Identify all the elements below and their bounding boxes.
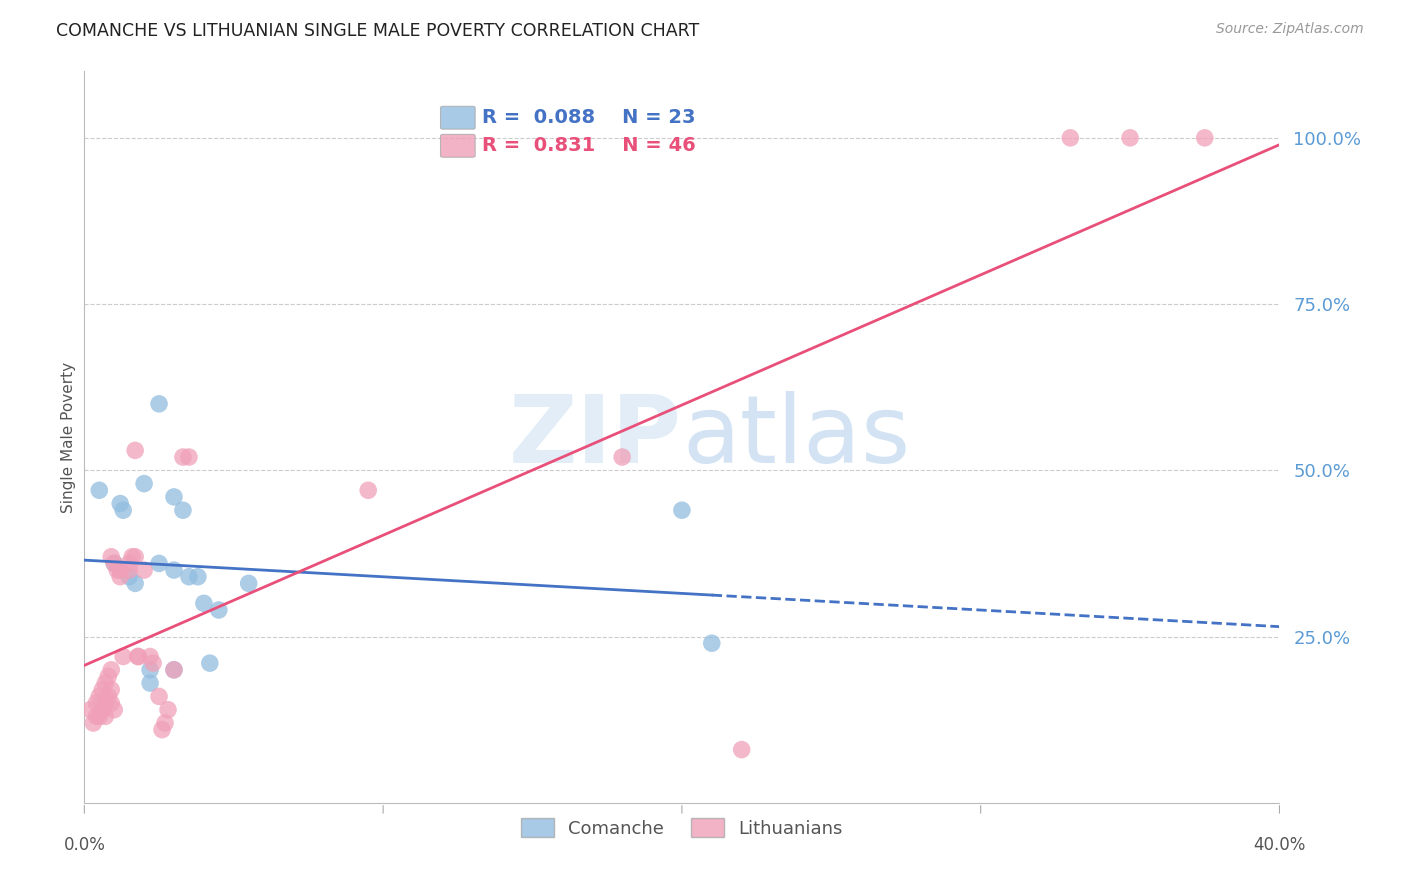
Point <box>208 603 231 617</box>
Point <box>82 716 104 731</box>
Point <box>105 563 128 577</box>
Point <box>1059 131 1081 145</box>
Point <box>357 483 380 498</box>
Point <box>157 703 180 717</box>
Point <box>91 703 114 717</box>
Point <box>110 497 132 511</box>
Point <box>100 682 122 697</box>
Point <box>127 649 149 664</box>
Point <box>700 636 723 650</box>
Point <box>148 690 170 704</box>
FancyBboxPatch shape <box>440 135 475 157</box>
Point <box>731 742 754 756</box>
Point <box>94 709 117 723</box>
Point <box>86 709 108 723</box>
Point <box>94 696 117 710</box>
Point <box>671 503 693 517</box>
Point <box>103 557 125 571</box>
Point <box>100 696 122 710</box>
Legend: Comanche, Lithuanians: Comanche, Lithuanians <box>515 811 849 845</box>
Text: atlas: atlas <box>682 391 910 483</box>
Point <box>172 450 194 464</box>
Text: R =  0.831    N = 46: R = 0.831 N = 46 <box>482 136 696 154</box>
Point <box>177 450 200 464</box>
Point <box>100 549 122 564</box>
Point <box>118 563 141 577</box>
Point <box>89 483 111 498</box>
Point <box>198 656 221 670</box>
Point <box>110 570 132 584</box>
Point <box>238 576 260 591</box>
Text: COMANCHE VS LITHUANIAN SINGLE MALE POVERTY CORRELATION CHART: COMANCHE VS LITHUANIAN SINGLE MALE POVER… <box>56 22 700 40</box>
Point <box>89 690 111 704</box>
Point <box>86 696 108 710</box>
Text: 40.0%: 40.0% <box>1253 836 1306 854</box>
Y-axis label: Single Male Poverty: Single Male Poverty <box>60 361 76 513</box>
Point <box>132 476 156 491</box>
Point <box>193 596 215 610</box>
Point <box>97 690 120 704</box>
Point <box>148 557 170 571</box>
Point <box>1194 131 1216 145</box>
Point <box>139 649 162 664</box>
Point <box>118 570 141 584</box>
Point <box>103 557 125 571</box>
Text: R =  0.088    N = 23: R = 0.088 N = 23 <box>482 108 696 127</box>
Point <box>172 503 194 517</box>
Point <box>187 570 209 584</box>
Point <box>124 549 146 564</box>
Point <box>103 703 125 717</box>
Point <box>148 397 170 411</box>
Point <box>127 649 149 664</box>
Text: ZIP: ZIP <box>509 391 682 483</box>
Point <box>121 549 143 564</box>
FancyBboxPatch shape <box>440 106 475 129</box>
Point <box>132 563 156 577</box>
Point <box>124 576 146 591</box>
Point <box>139 663 162 677</box>
Point <box>118 557 141 571</box>
Point <box>110 563 132 577</box>
Point <box>163 663 186 677</box>
Point <box>163 663 186 677</box>
Point <box>153 716 176 731</box>
Point <box>142 656 165 670</box>
Point <box>112 503 135 517</box>
Point <box>612 450 634 464</box>
Point <box>94 676 117 690</box>
Point <box>163 563 186 577</box>
Point <box>112 649 135 664</box>
Point <box>91 682 114 697</box>
Point <box>100 663 122 677</box>
Point <box>89 709 111 723</box>
Point <box>139 676 162 690</box>
Point <box>124 443 146 458</box>
Point <box>150 723 173 737</box>
Point <box>1119 131 1142 145</box>
Point <box>163 490 186 504</box>
Point <box>177 570 200 584</box>
Text: 0.0%: 0.0% <box>63 836 105 854</box>
Point <box>97 669 120 683</box>
Text: Source: ZipAtlas.com: Source: ZipAtlas.com <box>1216 22 1364 37</box>
Point <box>79 703 101 717</box>
